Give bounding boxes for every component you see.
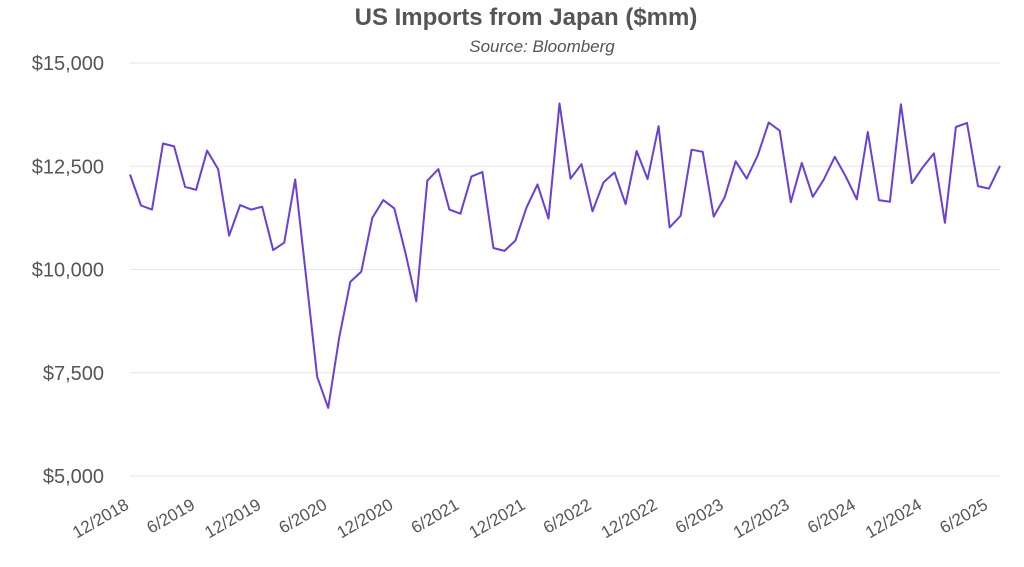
x-tick-label: 12/2021 [466,495,529,542]
y-tick-label: $5,000 [43,466,104,488]
y-axis-ticks: $5,000 $7,500 $10,000 $12,500 $15,000 [32,53,104,488]
x-tick-label: 6/2020 [276,495,331,537]
gridlines [130,62,1000,477]
x-tick-label: 12/2024 [862,495,925,542]
y-tick-label: $7,500 [43,363,104,385]
x-tick-label: 6/2021 [408,495,463,537]
x-tick-label: 6/2025 [936,495,991,537]
x-axis-ticks: 12/2018 6/2019 12/2019 6/2020 12/2020 6/2021 1… [69,495,991,542]
chart-title: US Imports from Japan ($mm) [355,4,698,31]
x-tick-label: 6/2022 [540,495,595,537]
x-tick-label: 12/2018 [69,495,132,542]
series-layer [129,102,1001,409]
x-tick-label: 6/2024 [804,495,859,537]
x-tick-label: 12/2022 [598,495,661,542]
y-tick-label: $12,500 [32,156,104,178]
x-tick-label: 6/2023 [672,495,727,537]
x-tick-label: 12/2023 [730,495,793,542]
x-tick-label: 12/2020 [334,495,397,542]
y-tick-label: $15,000 [32,53,104,75]
series-line [129,102,1001,409]
chart-subtitle: Source: Bloomberg [469,37,615,56]
y-tick-label: $10,000 [32,260,104,282]
x-tick-label: 6/2019 [144,495,199,537]
x-tick-label: 12/2019 [201,495,264,542]
